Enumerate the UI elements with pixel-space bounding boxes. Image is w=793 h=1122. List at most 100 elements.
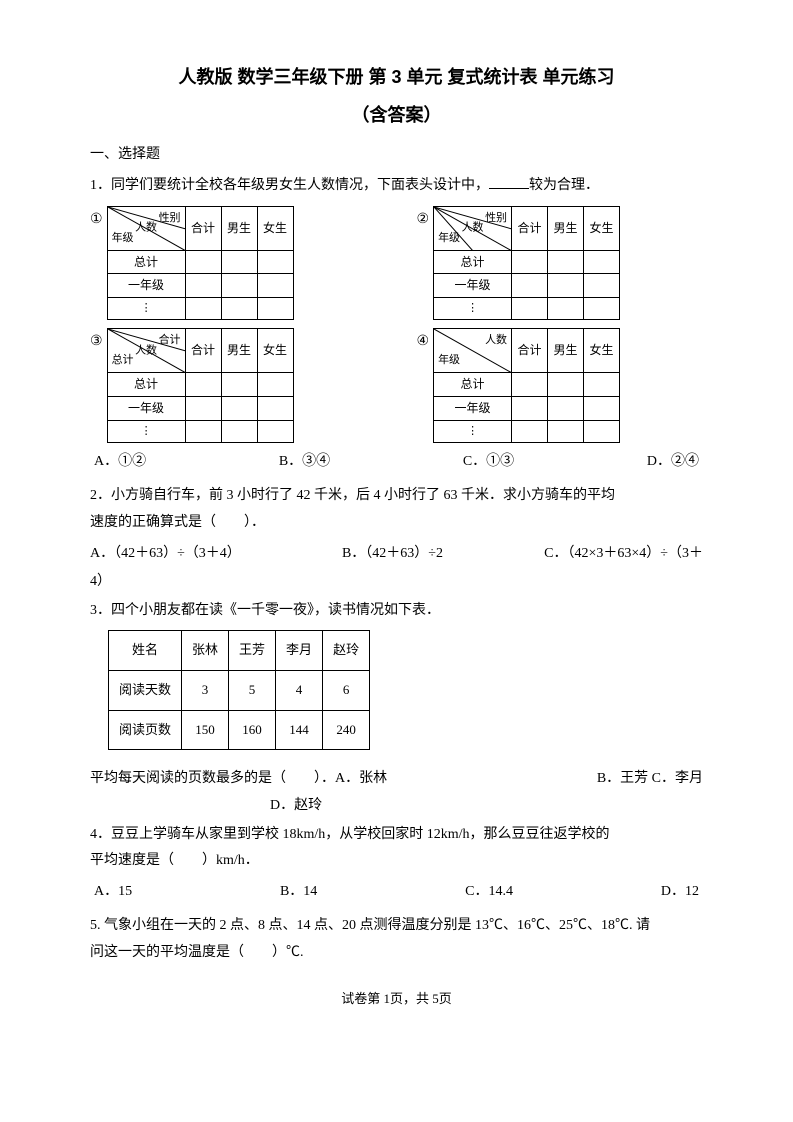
col-heji: 合计 xyxy=(512,206,548,250)
diag-mid: 人数 xyxy=(135,218,157,239)
q1-opt-a: A．①② xyxy=(94,449,146,476)
q3-answer-line2: D．赵玲 xyxy=(90,793,703,820)
diag-mid: 人数 xyxy=(462,218,484,239)
col-boy: 男生 xyxy=(221,329,257,373)
question-3: 3．四个小朋友都在读《一千零一夜》，读书情况如下表． xyxy=(90,598,703,625)
diag-bot: 年级 xyxy=(112,228,134,249)
r1-v2: 5 xyxy=(229,671,276,711)
q5-line1: 5. 气象小组在一天的 2 点、8 点、14 点、20 点测得温度分别是 13℃… xyxy=(90,913,703,940)
th-zhanglin: 张林 xyxy=(182,631,229,671)
r2-label: 阅读页数 xyxy=(109,710,182,750)
q2-line1: 2．小方骑自行车，前 3 小时行了 42 千米，后 4 小时行了 63 千米．求… xyxy=(90,483,703,510)
diag-mid: 人数 xyxy=(135,340,157,361)
q4-opt-b: B．14 xyxy=(280,879,317,906)
row-grade1: 一年级 xyxy=(107,274,185,298)
vdots: ⋮ xyxy=(107,420,185,442)
q1-circled-1: ① xyxy=(90,206,103,234)
diag-top: 性别 xyxy=(485,208,507,229)
diag-bot: 年级 xyxy=(438,228,460,249)
q4-opt-c: C．14.4 xyxy=(465,879,513,906)
col-heji: 合计 xyxy=(512,329,548,373)
col-girl: 女生 xyxy=(584,329,620,373)
q1-options: A．①② B．③④ C．①③ D．②④ xyxy=(90,449,703,476)
row-total: 总计 xyxy=(434,250,512,274)
r2-v3: 144 xyxy=(276,710,323,750)
r2-v2: 160 xyxy=(229,710,276,750)
q1-opt-c: C．①③ xyxy=(463,449,514,476)
q2-opt-b: B．（42＋63）÷2 xyxy=(342,541,443,568)
q3-answer-line1: 平均每天阅读的页数最多的是（ ）．A．张林 B．王芳 C．李月 xyxy=(90,766,703,793)
th-wangfang: 王芳 xyxy=(229,631,276,671)
r2-v1: 150 xyxy=(182,710,229,750)
page-subtitle: （含答案） xyxy=(90,98,703,132)
q2-opt-c: C．（42×3＋63×4）÷（3＋ xyxy=(544,541,703,568)
q1-table-2-wrap: ② 性别 人数 年级 合计 男生 女生 总计 一年级 xyxy=(417,206,704,321)
vdots: ⋮ xyxy=(434,420,512,442)
q1-circled-4: ④ xyxy=(417,328,430,356)
row-total: 总计 xyxy=(107,373,185,397)
q4-opt-a: A．15 xyxy=(94,879,132,906)
r2-v4: 240 xyxy=(323,710,370,750)
vdots: ⋮ xyxy=(107,298,185,320)
diag-bot: 总计 xyxy=(112,350,134,371)
q1-table-3: 合计 人数 总计 合计 男生 女生 总计 一年级 ⋮ xyxy=(107,328,294,443)
q4-opt-d: D．12 xyxy=(661,879,699,906)
page-title: 人教版 数学三年级下册 第 3 单元 复式统计表 单元练习 xyxy=(90,60,703,94)
q1-table-4-wrap: ④ 人数 年级 合计 男生 女生 总计 一年级 ⋮ xyxy=(417,328,704,443)
th-liyue: 李月 xyxy=(276,631,323,671)
question-2: 2．小方骑自行车，前 3 小时行了 42 千米，后 4 小时行了 63 千米．求… xyxy=(90,483,703,536)
q3-ans-bc-part: B．王芳 C．李月 xyxy=(597,766,703,793)
r1-v3: 4 xyxy=(276,671,323,711)
q1-blank xyxy=(489,175,529,189)
diag-top: 合计 xyxy=(159,330,181,351)
q1-circled-3: ③ xyxy=(90,328,103,356)
question-5: 5. 气象小组在一天的 2 点、8 点、14 点、20 点测得温度分别是 13℃… xyxy=(90,913,703,966)
q1-text-b: 较为合理． xyxy=(529,178,599,193)
diag-top: 人数 xyxy=(485,330,507,351)
diag-top: 性别 xyxy=(159,208,181,229)
th-zhaoling: 赵玲 xyxy=(323,631,370,671)
q1-table-3-wrap: ③ 合计 人数 总计 合计 男生 女生 总计 一年级 ⋮ xyxy=(90,328,377,443)
q1-text-a: 1．同学们要统计全校各年级男女生人数情况，下面表头设计中， xyxy=(90,178,489,193)
col-girl: 女生 xyxy=(257,206,293,250)
q2-line2: 速度的正确算式是（ ）． xyxy=(90,510,703,537)
q4-line2: 平均速度是（ ）km/h． xyxy=(90,848,703,875)
q2-options: A．（42＋63）÷（3＋4） B．（42＋63）÷2 C．（42×3＋63×4… xyxy=(90,541,703,568)
row-grade1: 一年级 xyxy=(434,396,512,420)
q3-reading-table: 姓名 张林 王芳 李月 赵玲 阅读天数 3 5 4 6 阅读页数 150 160… xyxy=(108,630,370,750)
col-boy: 男生 xyxy=(548,206,584,250)
row-total: 总计 xyxy=(107,250,185,274)
col-heji: 合计 xyxy=(185,329,221,373)
q2-opt-c-tail: 4） xyxy=(90,569,703,596)
q3-ans-a-part: 平均每天阅读的页数最多的是（ ）．A．张林 xyxy=(90,766,597,793)
q1-circled-2: ② xyxy=(417,206,430,234)
q1-opt-d: D．②④ xyxy=(647,449,699,476)
row-grade1: 一年级 xyxy=(434,274,512,298)
r1-v4: 6 xyxy=(323,671,370,711)
q4-line1: 4．豆豆上学骑车从家里到学校 18km/h，从学校回家时 12km/h，那么豆豆… xyxy=(90,822,703,849)
col-heji: 合计 xyxy=(185,206,221,250)
col-girl: 女生 xyxy=(584,206,620,250)
question-1: 1．同学们要统计全校各年级男女生人数情况，下面表头设计中， 较为合理． xyxy=(90,173,703,200)
q1-opt-b: B．③④ xyxy=(279,449,330,476)
q1-tables-grid: ① 性别 人数 年级 合计 男生 女生 总计 一年级 ⋮ xyxy=(90,206,703,443)
q1-table-2: 性别 人数 年级 合计 男生 女生 总计 一年级 ⋮ xyxy=(433,206,620,321)
col-boy: 男生 xyxy=(548,329,584,373)
q5-line2: 问这一天的平均温度是（ ）℃. xyxy=(90,940,703,967)
r1-v1: 3 xyxy=(182,671,229,711)
diag-bot: 年级 xyxy=(438,350,460,371)
q1-table-4: 人数 年级 合计 男生 女生 总计 一年级 ⋮ xyxy=(433,328,620,443)
q1-table-1-wrap: ① 性别 人数 年级 合计 男生 女生 总计 一年级 ⋮ xyxy=(90,206,377,321)
th-name: 姓名 xyxy=(109,631,182,671)
col-girl: 女生 xyxy=(257,329,293,373)
row-total: 总计 xyxy=(434,373,512,397)
row-grade1: 一年级 xyxy=(107,396,185,420)
q4-options: A．15 B．14 C．14.4 D．12 xyxy=(90,879,703,906)
page-footer: 试卷第 1页，共 5页 xyxy=(90,987,703,1012)
col-boy: 男生 xyxy=(221,206,257,250)
r1-label: 阅读天数 xyxy=(109,671,182,711)
section-1-heading: 一、选择题 xyxy=(90,142,703,169)
q2-opt-a: A．（42＋63）÷（3＋4） xyxy=(90,541,241,568)
q1-table-1: 性别 人数 年级 合计 男生 女生 总计 一年级 ⋮ xyxy=(107,206,294,321)
question-4: 4．豆豆上学骑车从家里到学校 18km/h，从学校回家时 12km/h，那么豆豆… xyxy=(90,822,703,875)
